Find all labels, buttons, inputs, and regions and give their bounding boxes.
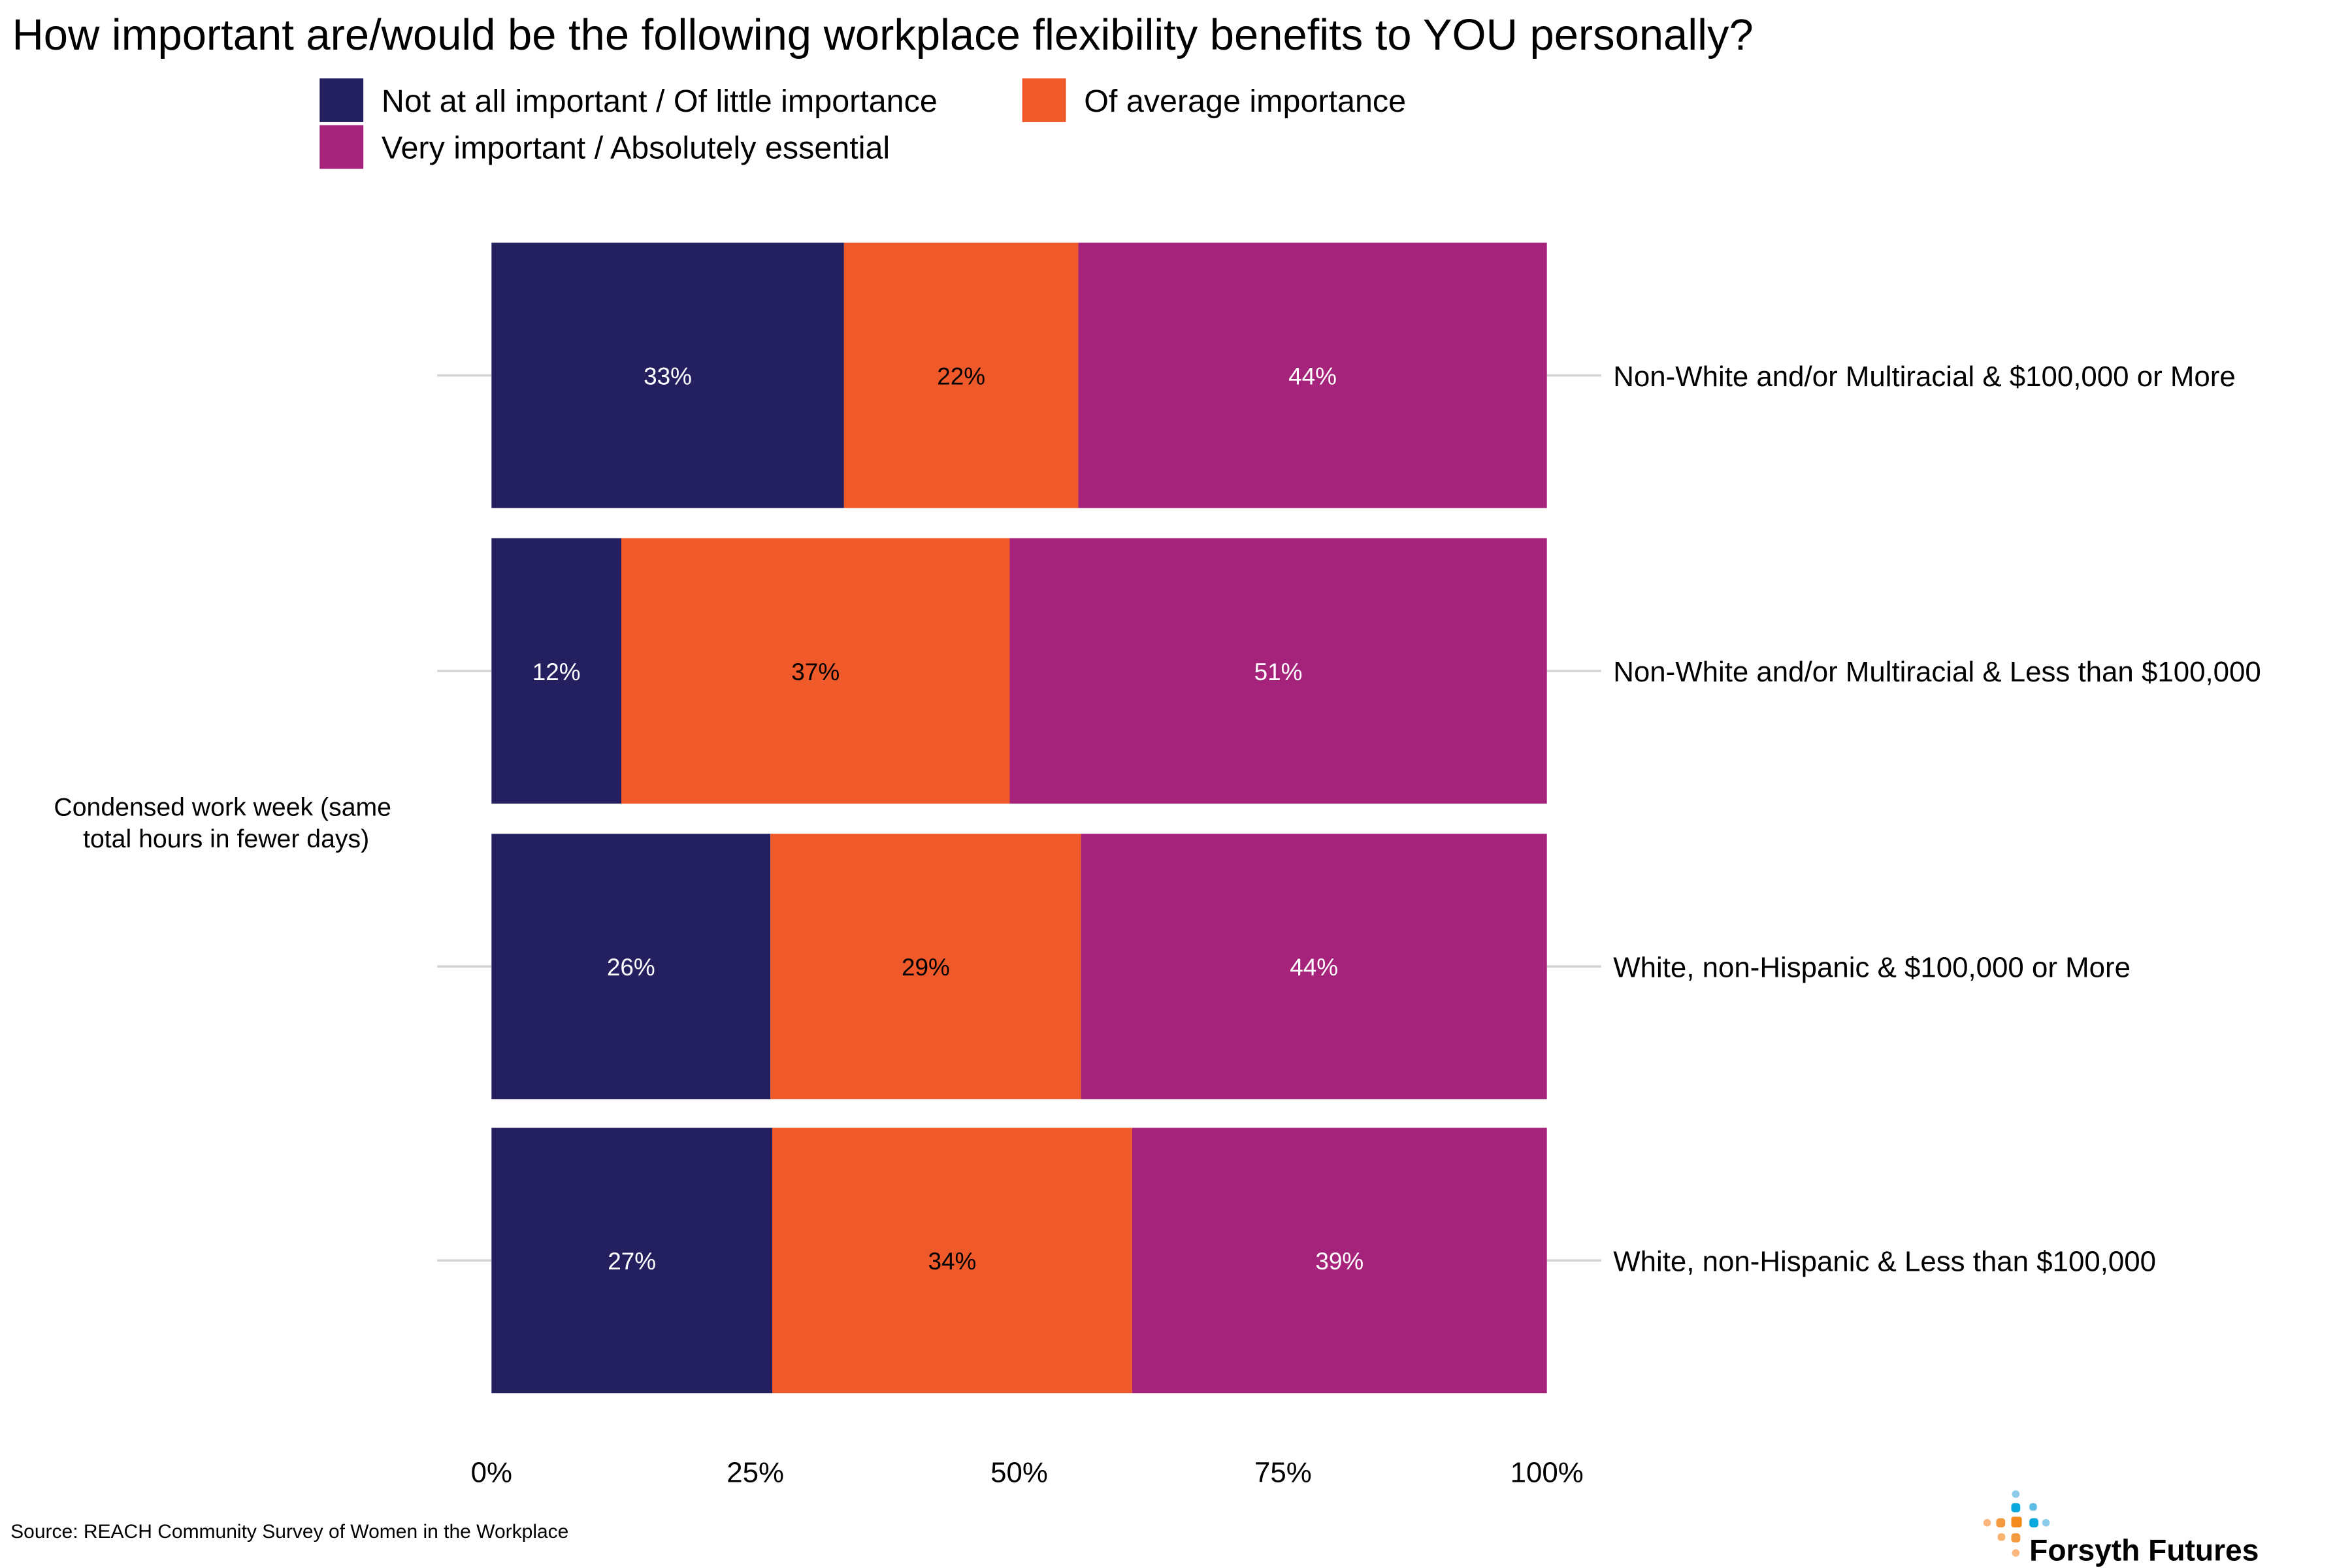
data-label: 51% xyxy=(1254,659,1303,685)
x-tick-label: 100% xyxy=(1511,1456,1584,1488)
legend-swatch xyxy=(1022,78,1066,122)
bar-segment xyxy=(1078,242,1547,508)
category-label: White, non-Hispanic & Less than $100,000 xyxy=(1613,1245,2156,1277)
logo-text: Forsyth Futures xyxy=(2029,1533,2259,1567)
data-label: 12% xyxy=(532,659,581,685)
bar-segment xyxy=(770,834,1081,1100)
data-label: 37% xyxy=(791,659,840,685)
x-tick-label: 50% xyxy=(990,1456,1048,1488)
logo-dots-icon xyxy=(1983,1490,2050,1557)
bar-segment xyxy=(621,538,1010,804)
facet-label-line-2: total hours in fewer days) xyxy=(83,825,369,853)
data-label: 27% xyxy=(608,1248,656,1275)
bar-segment xyxy=(491,538,621,804)
facet-label: Condensed work week (same total hours in… xyxy=(54,792,399,853)
chart-title: How important are/would be the following… xyxy=(12,10,1753,59)
data-label: 44% xyxy=(1290,954,1338,981)
data-label: 39% xyxy=(1315,1248,1364,1275)
source-note: Source: REACH Community Survey of Women … xyxy=(10,1521,568,1543)
data-label: 34% xyxy=(928,1248,976,1275)
legend-swatch xyxy=(319,78,364,122)
category-label: Non-White and/or Multiracial & $100,000 … xyxy=(1613,361,2236,393)
legend-label: Of average importance xyxy=(1084,84,1406,119)
legend-swatch xyxy=(319,125,364,169)
legend: Not at all important / Of little importa… xyxy=(319,78,1406,169)
data-label: 33% xyxy=(644,363,692,389)
data-label: 26% xyxy=(607,954,655,981)
data-label: 22% xyxy=(937,363,985,389)
bar-segment xyxy=(1081,834,1547,1100)
bars: 33% 22% 44% Non-White and/or Multiracial & … xyxy=(437,242,2261,1394)
bar-segment xyxy=(843,242,1079,508)
bar-segment xyxy=(1132,1128,1547,1394)
x-tick-label: 25% xyxy=(727,1456,784,1488)
facet-label-line-1: Condensed work week (same xyxy=(54,792,391,821)
forsyth-futures-logo: Forsyth Futures xyxy=(1983,1490,2259,1567)
x-tick-label: 0% xyxy=(471,1456,512,1488)
category-label: Non-White and/or Multiracial & Less than… xyxy=(1613,656,2261,688)
legend-label: Not at all important / Of little importa… xyxy=(382,84,938,119)
legend-label: Very important / Absolutely essential xyxy=(382,130,890,165)
bar-segment xyxy=(491,834,771,1100)
data-label: 29% xyxy=(902,954,950,981)
category-label: White, non-Hispanic & $100,000 or More xyxy=(1613,951,2131,983)
data-label: 44% xyxy=(1288,363,1337,389)
x-tick-label: 75% xyxy=(1254,1456,1312,1488)
bar-segment xyxy=(491,1128,772,1394)
bar-segment xyxy=(772,1128,1132,1394)
bar-segment xyxy=(1009,538,1547,804)
x-axis: 0% 25% 50% 75% 100% xyxy=(471,1456,1584,1488)
bar-segment xyxy=(491,242,844,508)
